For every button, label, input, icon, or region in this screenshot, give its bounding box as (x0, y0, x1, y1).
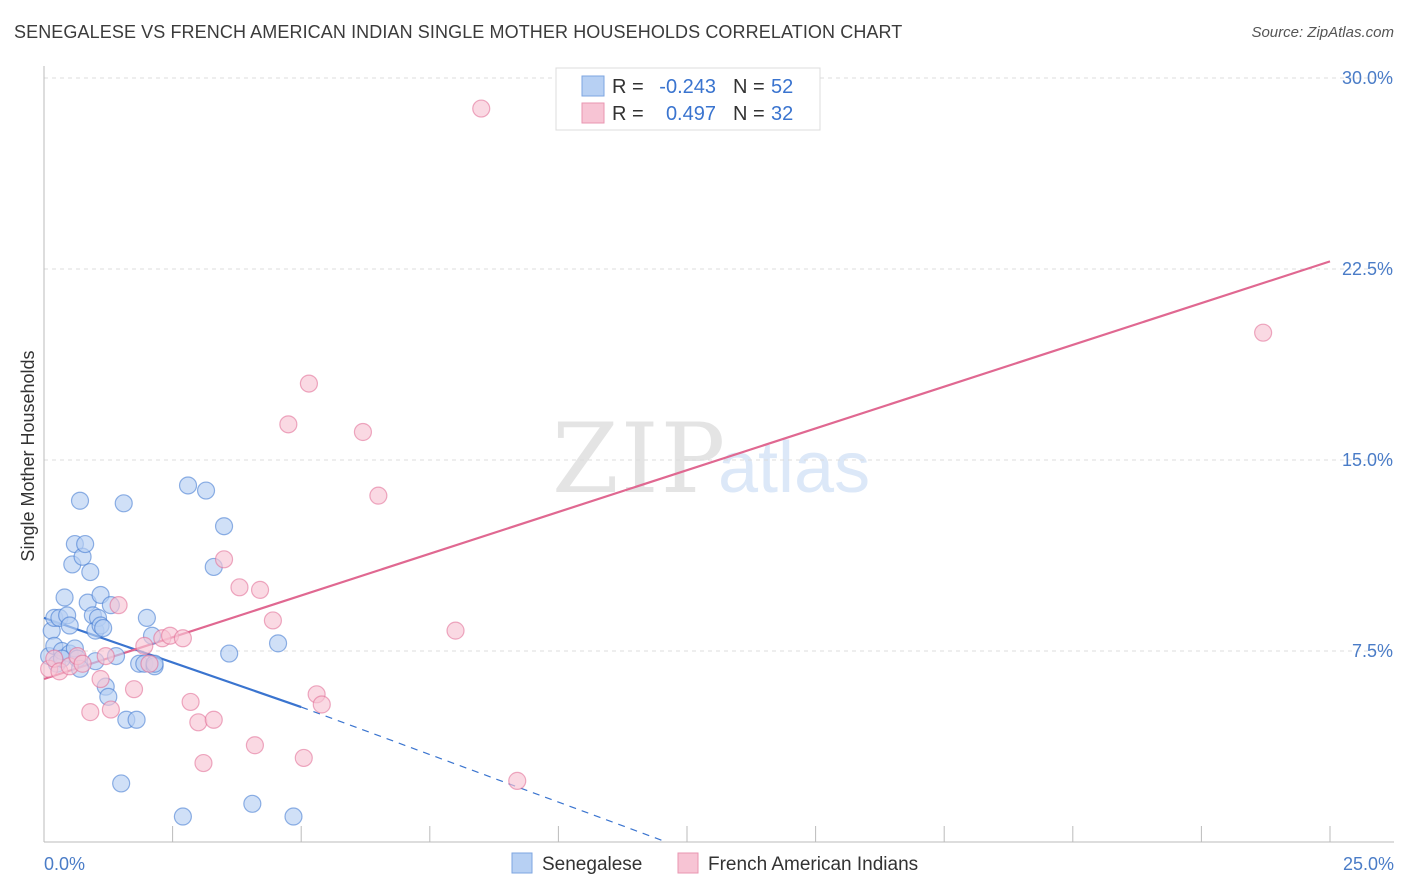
y-tick-label: 30.0% (1342, 68, 1393, 88)
french-american-indians-point (369, 486, 388, 505)
french-american-indians-point (299, 374, 319, 393)
x-tick-label-min: 0.0% (44, 854, 85, 874)
legend-swatch-senegalese (581, 75, 605, 97)
french-american-indians-point (230, 578, 249, 597)
senegalese-trend-extension (300, 706, 667, 843)
series-legend-swatch-french-american-indians (677, 852, 699, 874)
french-american-indians-point (173, 629, 192, 648)
source-label: Source: ZipAtlas.com (1251, 24, 1394, 41)
french-american-indians-point (263, 611, 283, 630)
senegalese-point (173, 807, 192, 826)
senegalese-point (196, 481, 216, 500)
senegalese-point (284, 807, 303, 826)
watermark-zip: ZIP (552, 403, 727, 515)
axes (43, 66, 1394, 843)
senegalese-point (127, 710, 146, 729)
senegalese-point (214, 517, 234, 536)
french-american-indians-point (96, 646, 115, 666)
french-american-indians-trend-line (43, 260, 1331, 681)
grid-lines (44, 77, 1394, 652)
senegalese-point (243, 794, 262, 813)
french-american-indians-point (1254, 323, 1273, 342)
y-tick-label: 15.0% (1342, 450, 1393, 470)
senegalese-point (76, 534, 95, 554)
series-legend-label-senegalese: Senegalese (542, 854, 642, 875)
y-tick-label: 22.5% (1342, 259, 1393, 279)
french-american-indians-point (101, 700, 120, 719)
french-american-indians-point (181, 692, 200, 712)
legend-r-label: R = (612, 103, 644, 125)
legend-n-value: 52 (771, 76, 793, 98)
senegalese-point (81, 562, 100, 582)
series-legend-swatch-senegalese (511, 852, 533, 874)
stats-legend: R = -0.243 N = 52 R = 0.497 N = 32 (555, 67, 821, 131)
y-axis-label: Single Mother Households (18, 350, 38, 561)
senegalese-point (114, 494, 133, 513)
french-american-indians-point (294, 748, 313, 768)
senegalese-point (220, 644, 239, 663)
legend-n-value: 32 (771, 103, 793, 125)
french-american-indians-point (446, 621, 465, 640)
french-american-indians-point (189, 713, 208, 732)
y-tick-label: 7.5% (1352, 641, 1393, 661)
french-american-indians-point (81, 703, 100, 722)
legend-r-value: 0.497 (666, 103, 716, 125)
french-american-indians-point (279, 415, 298, 434)
french-american-indians-point (508, 771, 527, 790)
legend-r-label: R = (612, 76, 644, 98)
french-american-indians-point (214, 550, 234, 569)
senegalese-point (137, 608, 156, 627)
french-american-indians-point (204, 710, 223, 729)
series-legend-label-french-american-indians: French American Indians (708, 854, 918, 875)
legend-n-label: N = (733, 103, 765, 125)
french-american-indians-point (135, 636, 154, 656)
watermark: ZIP atlas (552, 403, 870, 515)
french-american-indians-point (194, 753, 213, 773)
series-legend: Senegalese French American Indians (511, 852, 918, 875)
y-tick-labels: 7.5% 15.0% 22.5% 30.0% (1342, 68, 1393, 661)
series-french-american-indians (40, 99, 1273, 790)
senegalese-point (60, 616, 79, 635)
french-american-indians-point (73, 654, 92, 673)
senegalese-point (112, 774, 131, 793)
data-points (40, 99, 1273, 826)
french-american-indians-point (245, 736, 265, 755)
senegalese-point (55, 588, 74, 607)
senegalese-point (268, 634, 288, 653)
senegalese-point (178, 476, 198, 495)
french-american-indians-point (312, 695, 331, 714)
x-tick-label-max: 25.0% (1343, 854, 1394, 874)
french-american-indians-point (124, 680, 144, 699)
watermark-atlas: atlas (718, 428, 870, 508)
french-american-indians-point (250, 580, 270, 599)
senegalese-point (94, 618, 113, 638)
french-american-indians-point (353, 422, 373, 442)
french-american-indians-point (472, 99, 491, 118)
legend-r-value: -0.243 (659, 76, 716, 98)
senegalese-point (70, 491, 90, 510)
french-american-indians-point (91, 669, 110, 689)
legend-n-label: N = (733, 76, 765, 98)
french-american-indians-point (109, 596, 128, 615)
chart-title: SENEGALESE VS FRENCH AMERICAN INDIAN SIN… (14, 22, 903, 42)
french-american-indians-point (140, 654, 159, 673)
legend-swatch-french-american-indians (581, 102, 605, 124)
trend-lines (43, 260, 1331, 843)
